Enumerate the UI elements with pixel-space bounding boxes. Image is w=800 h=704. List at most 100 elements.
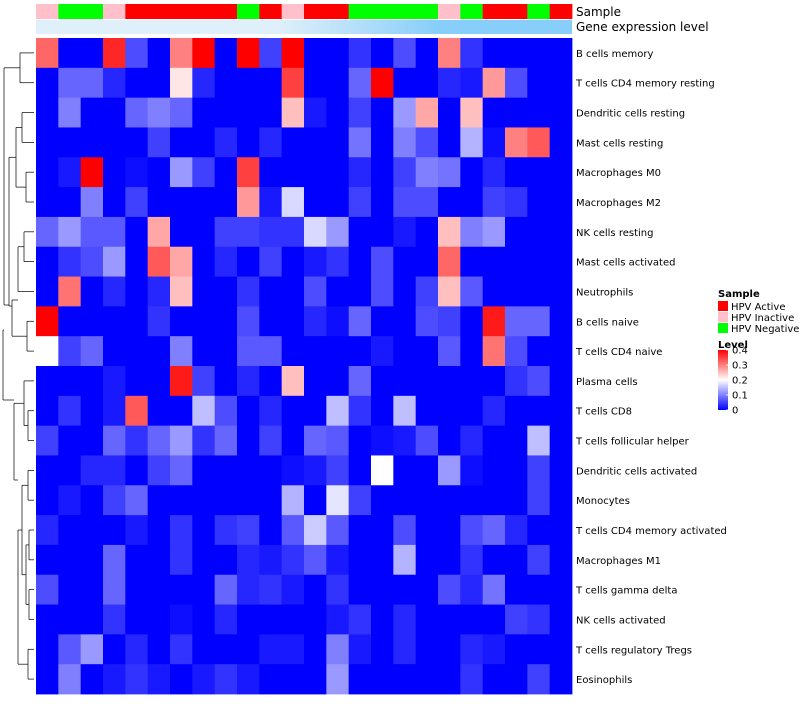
heatmap-cell	[192, 336, 216, 367]
heatmap-cell	[393, 515, 417, 546]
heatmap-cell	[549, 515, 573, 546]
heatmap-cell	[58, 67, 82, 99]
heatmap-cell	[281, 425, 305, 456]
heatmap-cell	[482, 574, 506, 605]
heatmap-cell	[36, 127, 59, 158]
heatmap-cell	[170, 38, 193, 69]
heatmap-cell	[125, 216, 149, 248]
heatmap-cell	[460, 395, 484, 427]
heatmap-cell	[170, 485, 193, 516]
heatmap-cell	[170, 336, 193, 367]
heatmap-cell	[549, 366, 573, 397]
heatmap-cell	[415, 67, 439, 99]
heatmap-cell	[348, 97, 372, 128]
heatmap-cell	[393, 634, 417, 665]
heatmap-cell	[259, 97, 283, 128]
heatmap-cell	[371, 187, 394, 218]
heatmap-cell	[80, 187, 104, 218]
heatmap-cell	[482, 395, 506, 427]
heatmap-cell	[237, 574, 260, 605]
heatmap-cell	[192, 485, 216, 516]
heatmap-cell	[460, 336, 484, 367]
heatmap-cell	[147, 634, 171, 665]
heatmap-cell	[460, 604, 484, 635]
heatmap-cell	[438, 604, 461, 635]
heatmap-cell	[438, 157, 461, 188]
heatmap-cell	[482, 216, 506, 248]
heatmap-cell	[482, 604, 506, 635]
heatmap-cell	[103, 97, 126, 128]
heatmap-cell	[348, 246, 372, 277]
heatmap-cell	[259, 395, 283, 427]
heatmap-cell	[58, 276, 82, 307]
heatmap-cell	[527, 664, 551, 695]
heatmap-cell	[438, 485, 461, 516]
heatmap-cell	[393, 455, 417, 486]
heatmap-cell	[80, 127, 104, 158]
row-label: T cells CD4 memory activated	[575, 526, 727, 537]
heatmap-cell	[103, 425, 126, 456]
heatmap-cell	[170, 515, 193, 546]
heatmap-cell	[326, 515, 350, 546]
heatmap-cell	[259, 485, 283, 516]
heatmap-cell	[214, 306, 238, 337]
heatmap-cell	[348, 485, 372, 516]
heatmap-cell	[259, 604, 283, 635]
heatmap-cell	[214, 276, 238, 307]
heatmap-cell	[326, 634, 350, 665]
sample-track-cell	[393, 4, 417, 19]
heatmap-cell	[393, 485, 417, 516]
heatmap-cell	[438, 515, 461, 546]
heatmap-cell	[304, 664, 327, 695]
heatmap-cell	[58, 544, 82, 576]
heatmap-cell	[348, 455, 372, 486]
heatmap-cell	[482, 664, 506, 695]
heatmap-cell	[58, 425, 82, 456]
heatmap-cell	[527, 97, 551, 128]
heatmap-cell	[170, 276, 193, 307]
heatmap-cell	[170, 97, 193, 128]
heatmap-cell	[393, 425, 417, 456]
sample-track-cell	[192, 4, 216, 19]
heatmap-cell	[192, 306, 216, 337]
heatmap-cell	[125, 604, 149, 635]
heatmap-cell	[259, 127, 283, 158]
heatmap-cell	[505, 246, 528, 277]
heatmap-cell	[415, 276, 439, 307]
heatmap-cell	[304, 336, 327, 367]
heatmap-cell	[371, 38, 394, 69]
heatmap-cell	[348, 67, 372, 99]
heatmap-cell	[371, 425, 394, 456]
heatmap-cell	[505, 157, 528, 188]
heatmap-cell	[348, 574, 372, 605]
heatmap-cell	[281, 38, 305, 69]
row-label: Plasma cells	[576, 377, 638, 388]
heatmap-cell	[281, 544, 305, 576]
heatmap-cell	[415, 664, 439, 695]
heatmap-cell	[281, 216, 305, 248]
heatmap-cell	[192, 187, 216, 218]
heatmap-cell	[304, 246, 327, 277]
heatmap-cell	[348, 38, 372, 69]
heatmap-cell	[192, 97, 216, 128]
heatmap-cell	[549, 395, 573, 427]
heatmap-cell	[460, 216, 484, 248]
heatmap-cell	[482, 67, 506, 99]
heatmap-cell	[147, 664, 171, 695]
heatmap-cell	[36, 366, 59, 397]
heatmap-cell	[438, 425, 461, 456]
heatmap-cell	[36, 67, 59, 99]
heatmap-cell	[505, 187, 528, 218]
heatmap-cell	[371, 574, 394, 605]
heatmap-cell	[237, 246, 260, 277]
heatmap-cell	[170, 574, 193, 605]
row-label: NK cells activated	[576, 615, 666, 626]
heatmap-cell	[527, 604, 551, 635]
heatmap-cell	[259, 664, 283, 695]
heatmap-cell	[36, 604, 59, 635]
heatmap-cell	[58, 336, 82, 367]
heatmap-cell	[505, 276, 528, 307]
heatmap-cell	[80, 485, 104, 516]
